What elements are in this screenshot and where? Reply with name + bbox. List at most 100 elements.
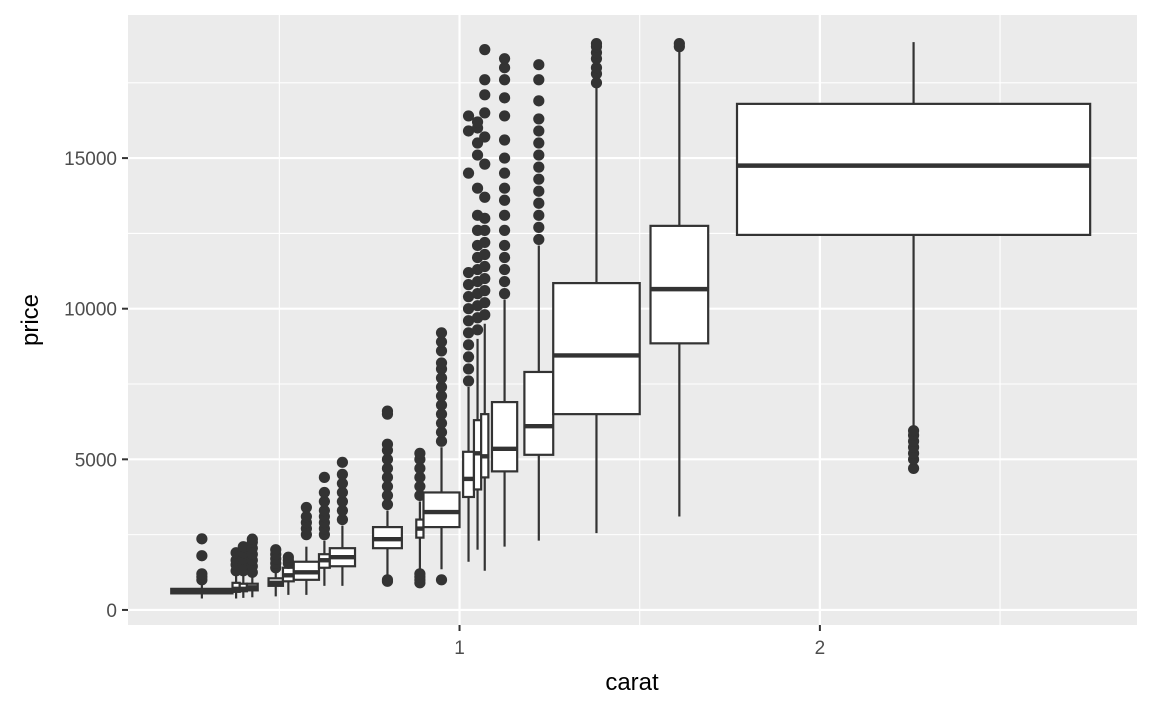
outlier-point xyxy=(907,462,920,474)
outlier-point xyxy=(336,513,349,526)
outlier-point xyxy=(498,134,511,146)
box-group xyxy=(317,471,331,586)
box-iqr xyxy=(735,102,1092,237)
outlier-point xyxy=(590,62,603,74)
box-group xyxy=(328,456,357,586)
outlier-point xyxy=(533,173,545,185)
outlier-point xyxy=(479,224,491,236)
box-iqr xyxy=(649,224,710,345)
outlier-point xyxy=(498,167,511,179)
outlier-point xyxy=(336,456,349,468)
outlier-point xyxy=(381,574,394,586)
outlier-point xyxy=(300,510,312,523)
outlier-point xyxy=(462,279,475,291)
outlier-point xyxy=(381,498,394,511)
outlier-point xyxy=(414,568,426,580)
outlier-point xyxy=(479,272,491,285)
outlier-point xyxy=(498,182,511,194)
outlier-point xyxy=(498,110,511,122)
outlier-point xyxy=(907,425,920,437)
outlier-point xyxy=(318,471,330,483)
box-group xyxy=(735,42,1092,474)
outlier-point xyxy=(336,504,349,517)
outlier-point xyxy=(462,125,475,137)
outlier-point xyxy=(479,309,491,321)
outlier-point xyxy=(479,285,491,297)
box-iqr xyxy=(480,413,490,479)
outlier-point xyxy=(336,477,349,490)
outlier-point xyxy=(414,447,426,459)
outlier-point xyxy=(462,339,475,351)
outlier-point xyxy=(533,209,545,221)
outlier-point xyxy=(533,95,545,107)
outlier-point xyxy=(533,149,545,161)
box-iqr xyxy=(422,491,461,529)
outlier-point xyxy=(533,221,545,233)
outlier-point xyxy=(462,375,475,387)
outlier-point xyxy=(498,53,511,65)
outlier-point xyxy=(196,533,208,545)
outlier-point xyxy=(237,541,249,553)
box-group xyxy=(371,405,403,587)
outlier-point xyxy=(498,92,511,104)
outlier-point xyxy=(414,471,426,483)
outlier-point xyxy=(435,408,448,420)
y-axis: 0 5000 10000 15000 xyxy=(64,149,128,622)
outlier-point xyxy=(381,480,394,493)
outlier-point xyxy=(498,152,511,164)
outlier-point xyxy=(318,504,330,517)
outlier-point xyxy=(471,116,484,128)
outlier-point xyxy=(498,251,511,264)
outlier-point xyxy=(462,291,475,303)
box-group xyxy=(479,44,491,571)
outlier-point xyxy=(471,149,484,161)
outlier-point xyxy=(479,44,491,56)
box-group xyxy=(490,53,519,547)
outlier-point xyxy=(414,462,426,474)
outlier-point xyxy=(462,303,475,315)
outlier-point xyxy=(498,239,511,252)
outlier-point xyxy=(533,125,545,137)
outlier-point xyxy=(533,113,545,125)
outlier-point xyxy=(533,74,545,86)
outlier-point xyxy=(462,266,475,279)
outlier-point xyxy=(498,74,511,86)
outlier-point xyxy=(435,399,448,411)
outlier-point xyxy=(462,167,475,179)
box-group xyxy=(170,533,234,599)
outlier-point xyxy=(590,38,603,50)
outlier-point xyxy=(336,486,349,499)
y-tick-label: 0 xyxy=(106,601,117,622)
outlier-point xyxy=(435,390,448,402)
outlier-point xyxy=(462,315,475,327)
outlier-point xyxy=(435,327,448,339)
outlier-point xyxy=(435,574,448,586)
outlier-point xyxy=(498,62,511,74)
outlier-point xyxy=(462,110,475,122)
outlier-point xyxy=(462,327,475,339)
outlier-point xyxy=(498,263,511,276)
outlier-point xyxy=(435,435,448,447)
outlier-point xyxy=(479,248,491,261)
outlier-point xyxy=(533,185,545,197)
outlier-point xyxy=(533,233,545,246)
outlier-point xyxy=(498,224,511,236)
outlier-point xyxy=(479,131,491,143)
box-iqr xyxy=(490,400,519,473)
box-group xyxy=(523,59,555,541)
y-tick-label: 5000 xyxy=(75,450,117,471)
outlier-point xyxy=(673,38,685,50)
outlier-point xyxy=(435,345,448,357)
outlier-point xyxy=(590,77,603,89)
outlier-point xyxy=(381,453,394,465)
outlier-point xyxy=(282,551,294,563)
outlier-point xyxy=(381,489,394,502)
outlier-point xyxy=(246,533,258,545)
outlier-point xyxy=(381,405,394,417)
box-group xyxy=(552,38,641,534)
y-tick-label: 15000 xyxy=(64,149,117,170)
x-tick-label: 2 xyxy=(815,638,826,659)
outlier-point xyxy=(479,191,491,203)
outlier-point xyxy=(336,468,349,480)
outlier-point xyxy=(196,568,208,580)
